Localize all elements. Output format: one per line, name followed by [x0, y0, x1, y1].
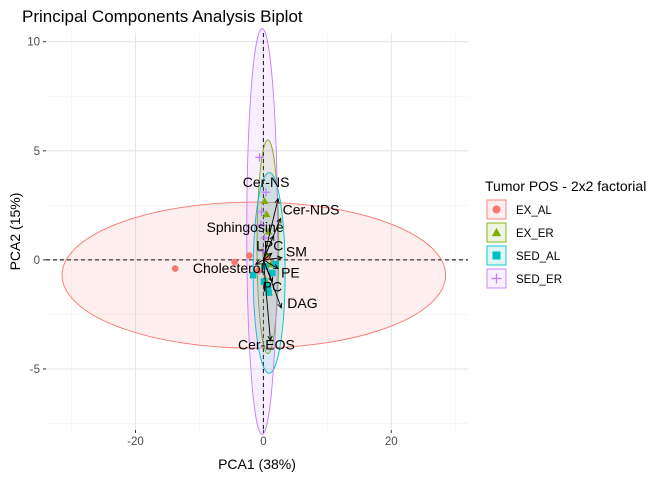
point-sed-al [260, 278, 268, 285]
point-sed-er [256, 220, 266, 230]
y-axis-label: PCA2 (15%) [7, 193, 23, 271]
point-sed-al [272, 260, 279, 268]
arrowhead-cholesterol [254, 259, 261, 265]
arrow-sphingosine [262, 235, 275, 261]
arrowhead-dag [277, 302, 283, 309]
y-tick-label: 10 [27, 37, 40, 49]
loading-label-cer-nds: Cer-NDS [283, 201, 340, 217]
legend: Tumor POS - 2x2 factorial EX_AL EX_ER SED_… [485, 178, 646, 289]
point-sed-al [262, 263, 269, 270]
x-tick-label: 20 [385, 436, 398, 448]
point-sed-er [260, 233, 269, 243]
point-sed-er [261, 187, 271, 197]
arrow-sm [263, 257, 282, 261]
legend-label-sed-al: SED_AL [516, 251, 561, 263]
x-tick-label: -20 [127, 436, 144, 448]
point-ex-er [260, 197, 269, 204]
arrowhead-cer-eos [267, 335, 273, 342]
ellipse-ex-er [256, 139, 280, 355]
loading-arrows [254, 197, 283, 342]
loading-label-lpc: LPC [256, 237, 283, 253]
legend-label-sed-er: SED_ER [516, 274, 562, 286]
legend-label-ex-al: EX_AL [516, 205, 552, 217]
loading-label-dag: DAG [287, 295, 317, 311]
y-tick-label: -5 [30, 364, 40, 376]
point-sed-al [249, 271, 257, 279]
arrowhead-lpc [266, 252, 273, 259]
arrowhead-pe [273, 264, 279, 270]
x-tick-label: 0 [260, 436, 266, 448]
x-axis-label: PCA1 (38%) [218, 456, 296, 472]
arrow-pe [263, 259, 279, 269]
arrowhead-sphingosine [269, 234, 275, 241]
arrow-lpc [263, 252, 272, 261]
point-ex-er [264, 227, 273, 235]
point-ex-al [254, 267, 262, 275]
point-ex-er [262, 210, 271, 218]
loading-label-cer-ns: Cer-NS [243, 174, 290, 190]
point-sed-er [255, 153, 264, 162]
arrowhead-cer-nds [276, 217, 282, 224]
arrowhead-cer-ns [274, 197, 280, 204]
loading-label-cer-eos: Cer-EOS [238, 337, 295, 353]
arrowhead-sm [277, 255, 283, 261]
arrow-cer-eos [262, 259, 271, 341]
legend-symbol-sed-al [492, 251, 501, 260]
x-axis-ticks: -20 0 20 [127, 430, 398, 448]
loading-label-sm: SM [286, 244, 307, 260]
legend-symbol-sed-er [491, 273, 502, 284]
y-tick-label: 0 [34, 255, 40, 267]
legend-title: Tumor POS - 2x2 factorial [485, 178, 646, 194]
loading-label-cholesterol: Cholesterol [193, 260, 264, 276]
arrowhead-pc [268, 276, 274, 283]
point-sed-er [257, 207, 266, 217]
legend-symbol-ex-al [492, 205, 501, 214]
y-axis-ticks: -5 0 5 10 [27, 37, 46, 376]
arrow-dag [262, 259, 282, 309]
point-ex-al [171, 265, 179, 272]
point-ex-al [231, 258, 238, 266]
arrow-cholesterol [255, 259, 264, 265]
legend-symbol-ex-er [491, 227, 502, 237]
data-points [171, 153, 279, 296]
loading-label-pe: PE [281, 265, 300, 281]
loading-label-pc: PC [263, 279, 282, 295]
point-ex-al [246, 252, 253, 259]
legend-label-ex-er: EX_ER [516, 228, 554, 240]
arrow-cer-ns [262, 198, 279, 260]
loading-label-sphingosine: Sphingosine [207, 219, 284, 235]
point-sed-al [265, 289, 272, 296]
y-tick-label: 5 [34, 146, 40, 158]
point-sed-al [264, 282, 272, 290]
chart-title: Principal Components Analysis Biplot [22, 7, 303, 26]
point-sed-al [269, 269, 276, 277]
